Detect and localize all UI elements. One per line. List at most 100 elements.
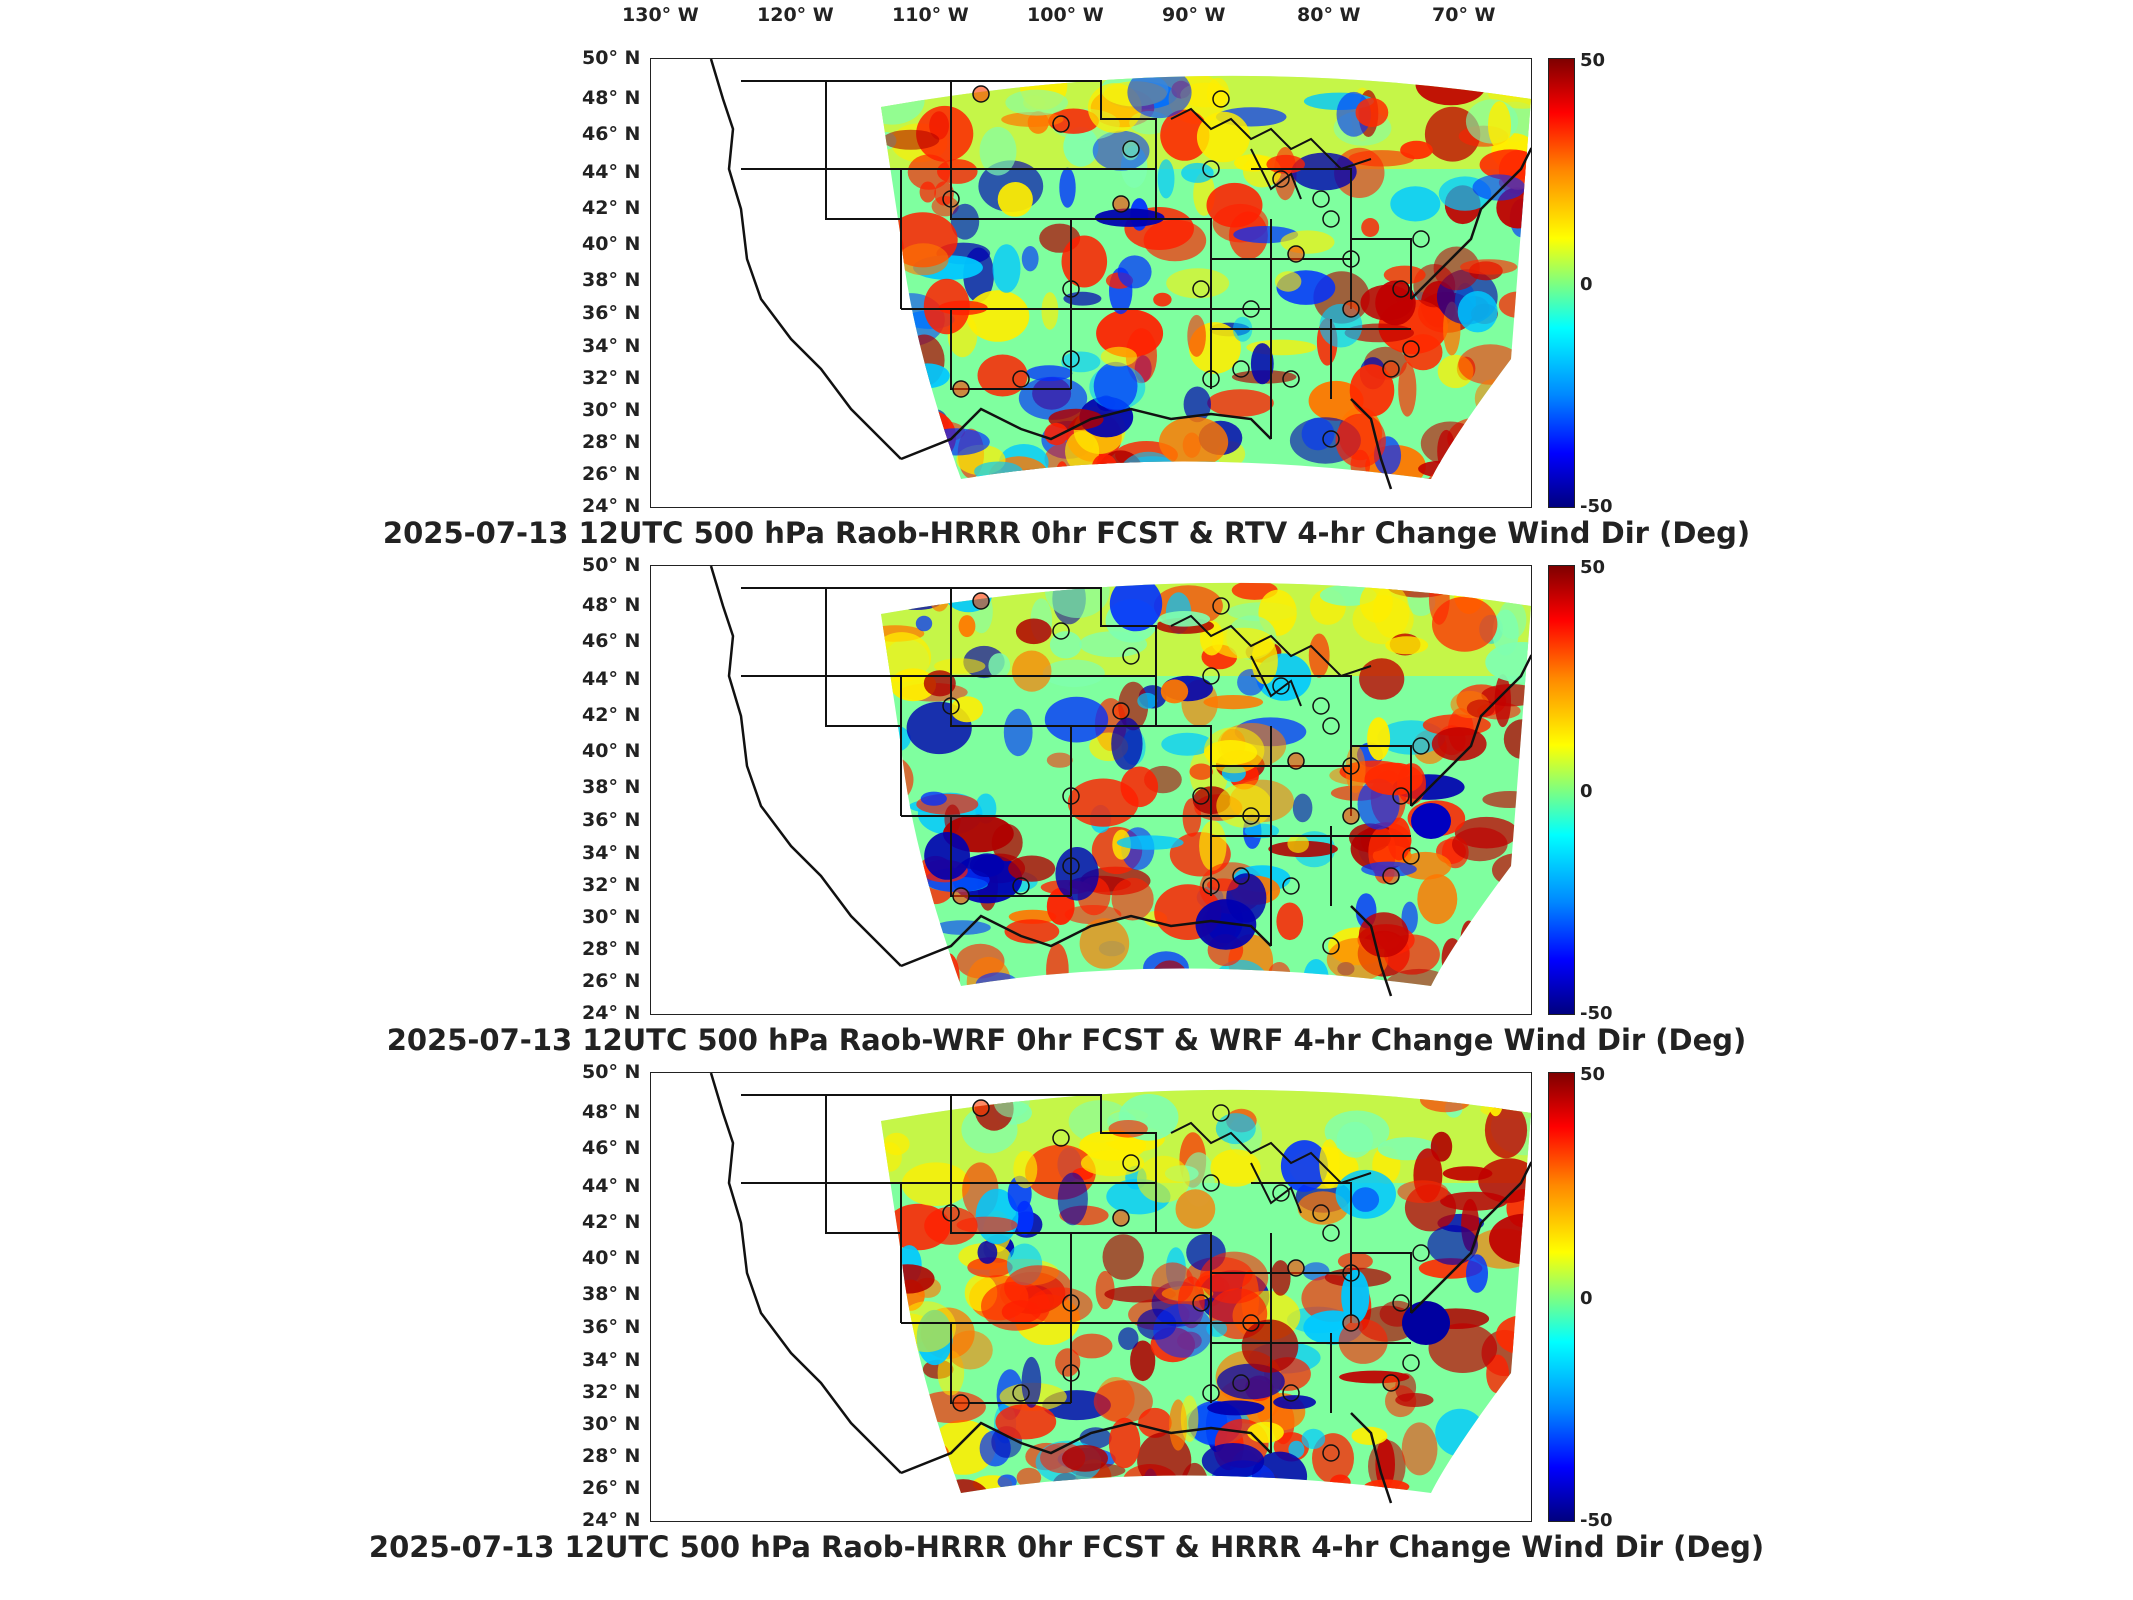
raob-station-marker <box>1012 1384 1030 1402</box>
map-canvas <box>709 59 1531 490</box>
raob-station-marker <box>1112 702 1130 720</box>
raob-station-marker <box>1062 787 1080 805</box>
lon-label: 70° W <box>1432 4 1496 26</box>
raob-station-marker <box>1062 1364 1080 1382</box>
lat-label: 42° N <box>582 1211 641 1233</box>
raob-station-marker <box>1342 250 1360 268</box>
raob-station-marker <box>1232 360 1250 378</box>
panel-title: 2025-07-13 12UTC 500 hPa Raob-HRRR 0hr F… <box>382 516 1751 550</box>
state-borders <box>741 587 1412 946</box>
lat-label: 36° N <box>582 302 641 324</box>
raob-station-marker <box>1052 622 1070 640</box>
raob-station-marker <box>1312 1204 1330 1222</box>
lat-label: 50° N <box>582 554 641 576</box>
lat-label: 46° N <box>582 1137 641 1159</box>
lat-label: 28° N <box>582 1445 641 1467</box>
raob-station-marker <box>1342 757 1360 775</box>
raob-station-marker <box>1402 847 1420 865</box>
raob-station-marker <box>1122 1154 1140 1172</box>
raob-station-marker <box>952 887 970 905</box>
raob-station-marker <box>1272 170 1290 188</box>
gulf-coastline <box>900 407 1272 461</box>
lat-label: 42° N <box>582 704 641 726</box>
lon-label: 110° W <box>892 4 969 26</box>
lat-label: 30° N <box>582 1413 641 1435</box>
lat-label: 38° N <box>582 1283 641 1305</box>
raob-station-marker <box>1212 597 1230 615</box>
raob-station-marker <box>1052 1129 1070 1147</box>
colorbar-hrrr <box>1548 1072 1575 1522</box>
lon-label: 90° W <box>1162 4 1226 26</box>
lat-label: 28° N <box>582 431 641 453</box>
raob-station-marker <box>1287 752 1305 770</box>
raob-station-marker <box>1202 370 1220 388</box>
panel-title: 2025-07-13 12UTC 500 hPa Raob-HRRR 0hr F… <box>368 1530 1765 1564</box>
raob-station-marker <box>1062 280 1080 298</box>
raob-station-marker <box>1382 867 1400 885</box>
great-lakes-outline <box>1170 107 1372 200</box>
colorbar-min: -50 <box>1580 496 1613 517</box>
lat-label: 40° N <box>582 233 641 255</box>
lat-label: 44° N <box>582 668 641 690</box>
lat-label: 30° N <box>582 399 641 421</box>
raob-station-marker <box>1012 877 1030 895</box>
lat-label: 46° N <box>582 123 641 145</box>
raob-station-marker <box>1112 195 1130 213</box>
raob-station-marker <box>942 190 960 208</box>
raob-station-marker <box>942 697 960 715</box>
lat-label: 26° N <box>582 463 641 485</box>
lat-label: 42° N <box>582 197 641 219</box>
raob-station-marker <box>1392 1294 1410 1312</box>
raob-station-marker <box>1242 1314 1260 1332</box>
colorbar-wrf <box>1548 565 1575 1015</box>
lat-label: 46° N <box>582 630 641 652</box>
raob-station-marker <box>1402 340 1420 358</box>
raob-station-marker <box>1052 115 1070 133</box>
raob-station-marker <box>1287 245 1305 263</box>
raob-station-marker <box>1192 280 1210 298</box>
lon-label: 100° W <box>1027 4 1104 26</box>
raob-station-marker <box>1212 1104 1230 1122</box>
raob-station-marker <box>1202 1384 1220 1402</box>
state-borders <box>741 80 1412 439</box>
raob-station-marker <box>1202 1174 1220 1192</box>
lat-label: 48° N <box>582 87 641 109</box>
lon-label: 120° W <box>757 4 834 26</box>
wind-dir-change-field <box>881 75 1531 480</box>
state-borders <box>741 1094 1412 1453</box>
west-coastline <box>709 566 902 967</box>
raob-station-marker <box>952 1394 970 1412</box>
wind-dir-change-field <box>881 582 1531 987</box>
raob-station-marker <box>1062 1294 1080 1312</box>
west-coastline <box>709 1073 902 1474</box>
lat-label: 50° N <box>582 1061 641 1083</box>
lat-label: 40° N <box>582 740 641 762</box>
lat-label: 30° N <box>582 906 641 928</box>
raob-station-marker <box>1322 717 1340 735</box>
map-wrf <box>650 565 1532 1015</box>
raob-station-marker <box>1122 140 1140 158</box>
lat-label: 50° N <box>582 47 641 69</box>
raob-station-marker <box>1232 867 1250 885</box>
raob-station-marker <box>1287 1259 1305 1277</box>
raob-station-marker <box>1012 370 1030 388</box>
raob-station-marker <box>1272 677 1290 695</box>
lat-label: 26° N <box>582 970 641 992</box>
lat-label: 34° N <box>582 842 641 864</box>
raob-station-marker <box>1312 190 1330 208</box>
raob-station-marker <box>1122 647 1140 665</box>
colorbar-min: -50 <box>1580 1510 1613 1531</box>
raob-station-marker <box>1402 1354 1420 1372</box>
raob-station-marker <box>1392 787 1410 805</box>
raob-station-marker <box>1192 787 1210 805</box>
raob-station-marker <box>972 1099 990 1117</box>
raob-station-marker <box>1312 697 1330 715</box>
colorbar-rtv <box>1548 58 1575 508</box>
lat-label: 40° N <box>582 1247 641 1269</box>
gulf-coastline <box>900 1421 1272 1475</box>
raob-station-marker <box>1202 160 1220 178</box>
raob-station-marker <box>1342 300 1360 318</box>
map-rtv <box>650 58 1532 508</box>
raob-station-marker <box>1202 667 1220 685</box>
colorbar-mid: 0 <box>1580 781 1593 802</box>
